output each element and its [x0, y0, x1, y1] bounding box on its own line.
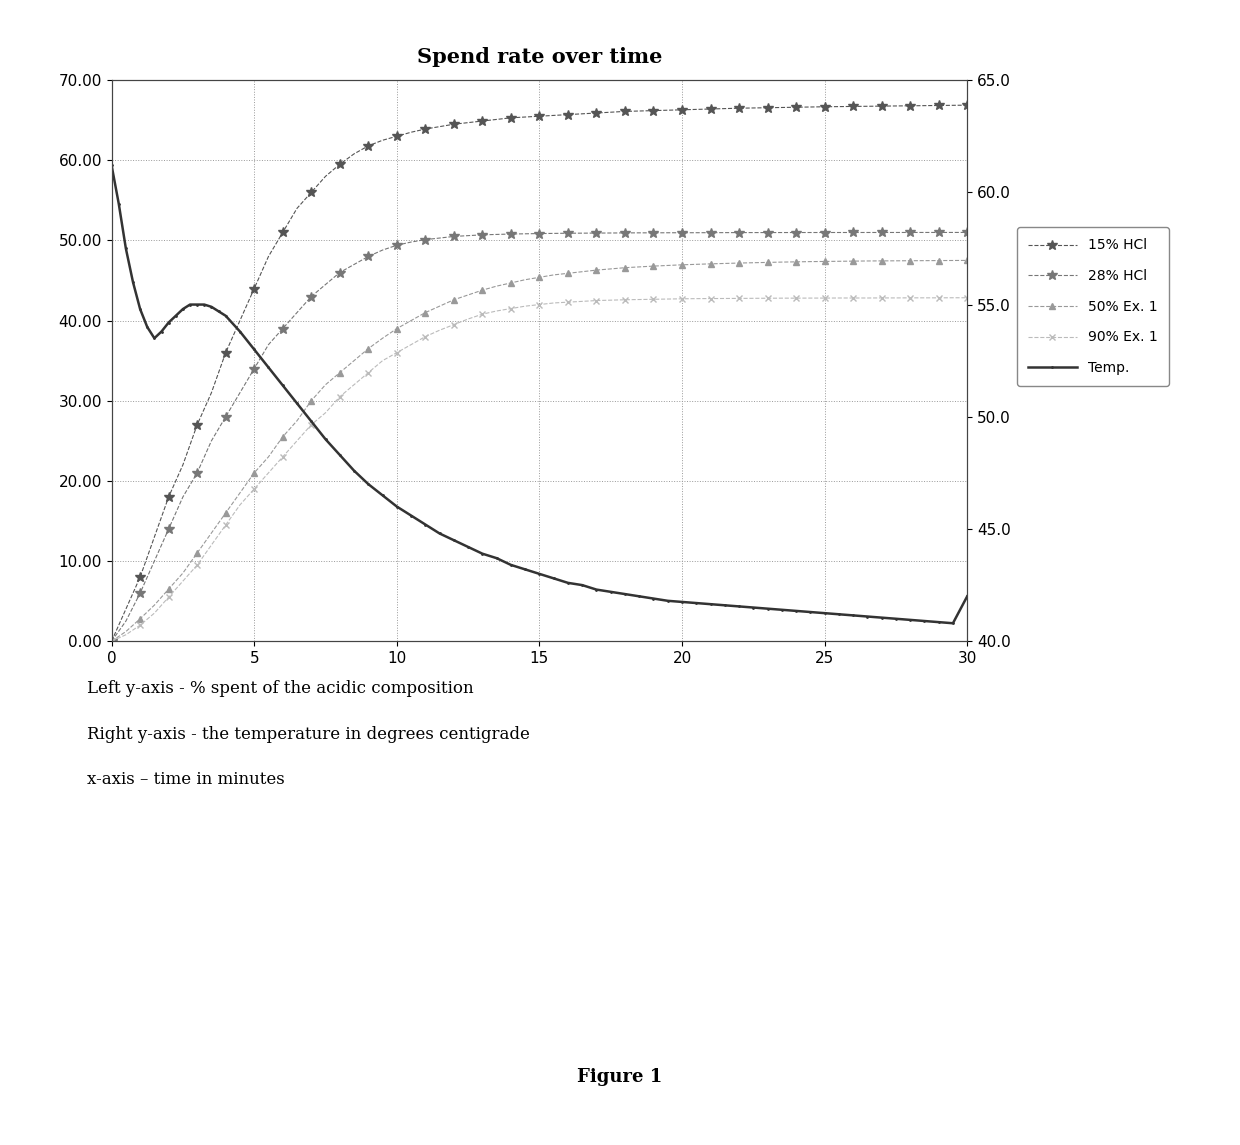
Line: 50% Ex. 1: 50% Ex. 1	[108, 256, 971, 645]
Legend: 15% HCl, 28% HCl, 50% Ex. 1, 90% Ex. 1, Temp.: 15% HCl, 28% HCl, 50% Ex. 1, 90% Ex. 1, …	[1017, 228, 1168, 386]
Title: Spend rate over time: Spend rate over time	[417, 47, 662, 68]
50% Ex. 1	[846, 254, 861, 268]
Temp.	[304, 414, 319, 428]
15% HCl	[960, 98, 975, 112]
90% Ex. 1	[618, 293, 632, 307]
Temp.	[197, 298, 212, 311]
28% HCl	[560, 227, 575, 240]
50% Ex. 1	[560, 267, 575, 281]
50% Ex. 1	[304, 394, 319, 408]
90% Ex. 1	[846, 291, 861, 305]
15% HCl	[403, 125, 418, 139]
15% HCl	[304, 185, 319, 199]
Line: Temp.: Temp.	[110, 164, 968, 625]
Temp.	[960, 590, 975, 603]
90% Ex. 1	[403, 338, 418, 352]
28% HCl	[618, 226, 632, 239]
28% HCl	[104, 634, 119, 648]
Temp.	[946, 616, 961, 630]
50% Ex. 1	[104, 634, 119, 648]
90% Ex. 1	[946, 291, 961, 305]
Temp.	[104, 158, 119, 172]
15% HCl	[618, 104, 632, 118]
90% Ex. 1	[304, 418, 319, 432]
90% Ex. 1	[960, 291, 975, 305]
15% HCl	[275, 226, 290, 239]
Temp.	[140, 321, 155, 334]
90% Ex. 1	[275, 450, 290, 464]
50% Ex. 1	[275, 429, 290, 443]
Line: 28% HCl: 28% HCl	[107, 228, 972, 646]
50% Ex. 1	[960, 253, 975, 267]
28% HCl	[275, 322, 290, 335]
Text: Left y-axis - % spent of the acidic composition: Left y-axis - % spent of the acidic comp…	[87, 680, 474, 696]
Temp.	[931, 615, 946, 629]
15% HCl	[560, 108, 575, 121]
90% Ex. 1	[104, 634, 119, 648]
90% Ex. 1	[560, 295, 575, 309]
15% HCl	[104, 634, 119, 648]
Temp.	[546, 571, 560, 585]
50% Ex. 1	[403, 314, 418, 327]
50% Ex. 1	[618, 261, 632, 275]
Line: 90% Ex. 1: 90% Ex. 1	[108, 294, 971, 645]
Temp.	[317, 433, 332, 447]
Text: Right y-axis - the temperature in degrees centigrade: Right y-axis - the temperature in degree…	[87, 726, 529, 742]
28% HCl	[403, 235, 418, 248]
28% HCl	[846, 226, 861, 239]
15% HCl	[846, 100, 861, 113]
28% HCl	[304, 290, 319, 303]
Text: x-axis – time in minutes: x-axis – time in minutes	[87, 772, 284, 788]
Text: Figure 1: Figure 1	[578, 1068, 662, 1085]
Line: 15% HCl: 15% HCl	[107, 101, 972, 646]
28% HCl	[960, 226, 975, 239]
